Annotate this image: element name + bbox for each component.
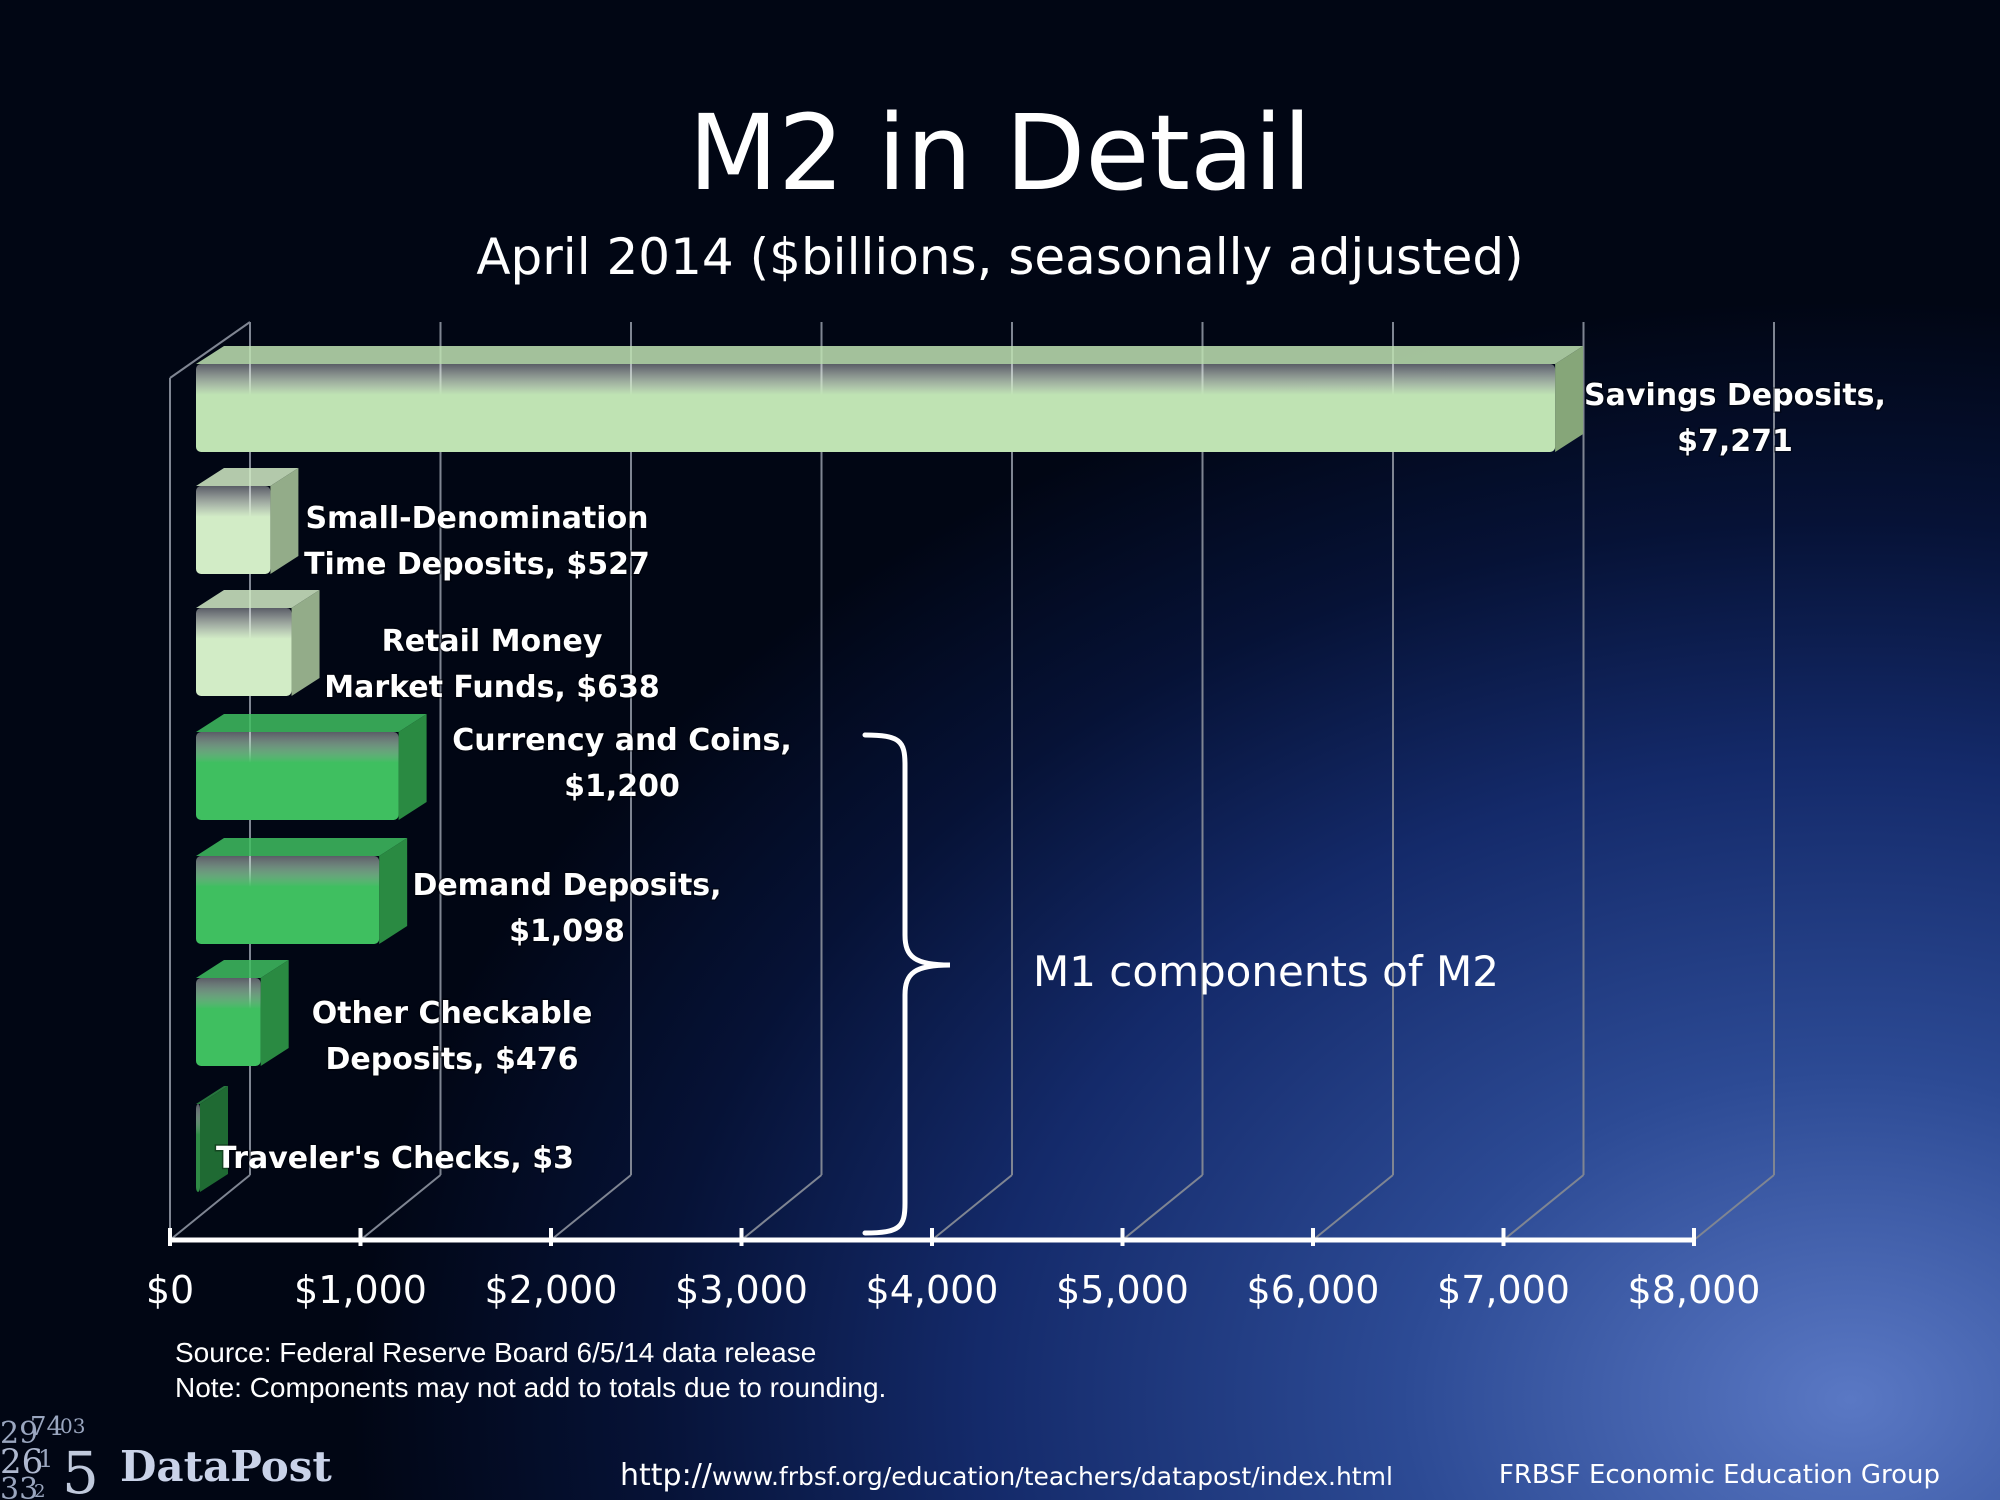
m1-bracket-annotation: M1 components of M2 <box>862 732 1499 1236</box>
bar-demand-deposits-side <box>379 838 408 944</box>
grid-diagonal-0 <box>169 1174 251 1241</box>
grid-diagonal-2000 <box>550 1174 632 1241</box>
grid-diagonal-4000 <box>931 1174 1013 1241</box>
grid-layer <box>169 321 1775 1241</box>
bar-label-demand-deposits-line-2: $1,098 <box>509 914 625 949</box>
bar-currency-and-coins-front <box>196 732 399 820</box>
grid-diagonal-5000 <box>1121 1174 1204 1241</box>
bar-traveler-s-checks-side <box>200 1086 228 1192</box>
bar-label-currency-and-coins: Currency and Coins, $1,200 <box>452 723 792 804</box>
rounding-note: Note: Components may not add to totals d… <box>175 1372 887 1403</box>
bar-traveler-s-checks-front <box>196 1104 200 1192</box>
bar-other-checkable-deposits-side <box>260 960 289 1066</box>
source-note: Source: Federal Reserve Board 6/5/14 dat… <box>175 1337 817 1368</box>
bar-savings-deposits-top <box>196 346 1584 364</box>
svg-text:26: 26 <box>0 1442 43 1482</box>
source-url[interactable]: http://www.frbsf.org/education/teachers/… <box>620 1458 1393 1493</box>
bar-label-traveler-s-checks: Traveler's Checks, $3 <box>216 1141 574 1176</box>
chart-subtitle: April 2014 ($billions, seasonally adjust… <box>476 228 1524 286</box>
bar-retail-money-market-funds-side <box>291 590 320 696</box>
bar-label-other-checkable-deposits-line-2: Deposits, $476 <box>325 1042 578 1077</box>
x-axis: $0 $1,000 $2,000 $3,000 $4,000 $5,000 $6,000 $7… <box>146 1228 1761 1312</box>
bar-retail-money-market-funds <box>196 590 320 696</box>
m1-bracket-label: M1 components of M2 <box>1033 947 1499 996</box>
organization-name: FRBSF Economic Education Group <box>1498 1460 1940 1490</box>
bar-label-retail-money-market-funds-line-2: Market Funds, $638 <box>324 670 660 705</box>
x-tick-label-1000: $1,000 <box>294 1268 427 1312</box>
bar-small-denomination-time-deposits-front <box>196 486 271 574</box>
url-path: www.frbsf.org/education/teachers/datapos… <box>711 1462 1393 1491</box>
svg-text:1: 1 <box>38 1445 53 1473</box>
bar-label-small-denomination-time-deposits: Small-Denomination Time Deposits, $527 <box>304 501 650 582</box>
bar-label-retail-money-market-funds-line-1: Retail Money <box>382 624 603 659</box>
bar-currency-and-coins-side <box>398 714 427 820</box>
svg-text:33: 33 <box>0 1472 38 1500</box>
x-tick-label-6000: $6,000 <box>1247 1268 1380 1312</box>
bar-label-savings-deposits: Savings Deposits, $7,271 <box>1584 378 1886 459</box>
bar-traveler-s-checks <box>196 1086 228 1192</box>
bar-small-denomination-time-deposits-side <box>270 468 299 574</box>
x-tick-label-8000: $8,000 <box>1628 1268 1761 1312</box>
bar-label-currency-and-coins-line-1: Currency and Coins, <box>452 723 792 758</box>
bar-savings-deposits-side <box>1555 346 1584 452</box>
svg-text:74: 74 <box>30 1412 63 1442</box>
url-prefix: http:// <box>620 1458 712 1493</box>
bar-label-retail-money-market-funds: Retail Money Market Funds, $638 <box>324 624 660 705</box>
svg-text:5: 5 <box>62 1439 99 1500</box>
bar-traveler-s-checks-top <box>196 1086 228 1104</box>
bar-label-small-denomination-time-deposits-line-2: Time Deposits, $527 <box>304 547 650 582</box>
bar-demand-deposits-top <box>196 838 408 856</box>
bar-savings-deposits <box>196 346 1584 452</box>
bar-label-demand-deposits: Demand Deposits, $1,098 <box>412 868 721 949</box>
bar-label-savings-deposits-line-1: Savings Deposits, <box>1584 378 1886 413</box>
x-tick-label-5000: $5,000 <box>1056 1268 1189 1312</box>
grid-diagonal-1000 <box>359 1174 442 1241</box>
m1-bracket <box>862 732 951 1236</box>
bar-label-other-checkable-deposits: Other Checkable Deposits, $476 <box>312 996 593 1077</box>
svg-text:2: 2 <box>34 1481 45 1500</box>
svg-text:29: 29 <box>0 1416 38 1451</box>
bar-chart: Savings Deposits, $7,271 Small-Denominatio… <box>146 321 1888 1312</box>
x-tick-label-3000: $3,000 <box>675 1268 808 1312</box>
x-tick-label-7000: $7,000 <box>1437 1268 1570 1312</box>
bar-other-checkable-deposits-front <box>196 978 261 1066</box>
bar-layer <box>196 346 1584 1192</box>
grid-diagonal-8000 <box>1693 1174 1775 1241</box>
bar-other-checkable-deposits <box>196 960 289 1066</box>
bar-label-currency-and-coins-line-2: $1,200 <box>564 769 680 804</box>
bar-label-small-denomination-time-deposits-line-1: Small-Denomination <box>305 501 648 536</box>
x-tick-label-4000: $4,000 <box>866 1268 999 1312</box>
bar-demand-deposits <box>196 838 408 944</box>
x-tick-label-2000: $2,000 <box>485 1268 618 1312</box>
bar-currency-and-coins-top <box>196 714 427 732</box>
grid-diagonal-7000 <box>1502 1174 1585 1241</box>
bar-label-savings-deposits-line-2: $7,271 <box>1677 424 1793 459</box>
datapost-logo-icon: 29 74 03 26 1 5 33 2 <box>0 1412 99 1500</box>
label-layer: Savings Deposits, $7,271 Small-Denominatio… <box>215 377 1888 1178</box>
x-tick-label-0: $0 <box>146 1268 194 1312</box>
chart-title: M2 in Detail <box>688 92 1312 214</box>
bar-small-denomination-time-deposits-top <box>196 468 299 486</box>
bar-small-denomination-time-deposits <box>196 468 299 574</box>
bar-label-demand-deposits-line-1: Demand Deposits, <box>412 868 721 903</box>
bar-retail-money-market-funds-top <box>196 590 320 608</box>
bar-other-checkable-deposits-top <box>196 960 289 978</box>
bar-savings-deposits-front <box>196 364 1556 452</box>
bar-label-other-checkable-deposits-line-1: Other Checkable <box>312 996 593 1031</box>
svg-text:03: 03 <box>60 1414 85 1438</box>
bar-retail-money-market-funds-front <box>196 608 292 696</box>
bar-demand-deposits-front <box>196 856 380 944</box>
bar-currency-and-coins <box>196 714 427 820</box>
brand-name: DataPost <box>120 1442 332 1491</box>
bar-label-traveler-s-checks-line-1: Traveler's Checks, $3 <box>216 1141 574 1176</box>
left-wall-top <box>169 321 251 379</box>
grid-diagonal-3000 <box>740 1174 823 1241</box>
grid-diagonal-6000 <box>1312 1174 1394 1241</box>
